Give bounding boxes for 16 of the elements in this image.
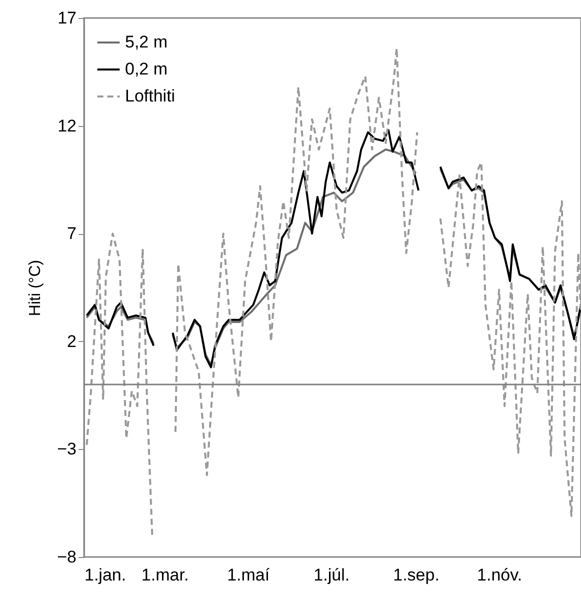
x-tick-label: 1.júl. xyxy=(314,566,350,584)
y-tick-label: 2 xyxy=(67,332,76,351)
y-tick-label: −3 xyxy=(57,440,76,459)
y-axis-title: Hiti (°C) xyxy=(27,260,44,316)
x-tick-label: 1.maí xyxy=(227,566,270,584)
y-tick-label: 12 xyxy=(58,116,76,136)
y-tick-label: −8 xyxy=(57,548,76,566)
legend-label: 0,2 m xyxy=(125,60,168,78)
legend-label: Lofthiti xyxy=(125,86,176,106)
x-tick-label: 1.nóv. xyxy=(477,566,522,584)
x-tick-label: 1.sep. xyxy=(393,566,440,584)
y-tick-label: 7 xyxy=(67,224,76,244)
x-tick-label: 1.mar. xyxy=(141,566,189,584)
y-tick-label: 17 xyxy=(58,8,76,28)
x-tick-label: 1.jan. xyxy=(84,566,126,584)
legend-label: 5,2 m xyxy=(125,32,168,52)
